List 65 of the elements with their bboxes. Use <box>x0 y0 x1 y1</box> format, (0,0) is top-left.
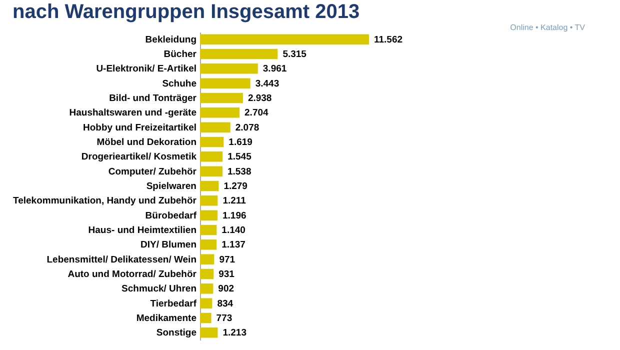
bar <box>200 34 369 44</box>
y-tick-label: Telekommunikation, Handy und Zubehör <box>12 196 197 207</box>
y-tick-label: Computer/ Zubehör <box>108 166 197 178</box>
data-label: 1.137 <box>222 240 246 251</box>
y-tick-label: Hobby und Freizeitartikel <box>83 122 196 134</box>
y-tick-label: Medikamente <box>136 313 196 324</box>
y-tick-label: DIY/ Blumen <box>140 240 197 251</box>
bar <box>200 122 230 132</box>
y-tick-label: Haus- und Heimtextilien <box>88 225 197 236</box>
bar <box>200 136 224 148</box>
y-tick-label: Tierbedarf <box>150 298 198 310</box>
chart-title: nach Warengruppen Insgesamt 2013 <box>12 1 360 23</box>
data-label: 2.938 <box>248 93 272 104</box>
bar <box>200 254 214 264</box>
data-label: 773 <box>216 313 232 324</box>
data-label: 5.315 <box>282 49 308 60</box>
y-tick-label: Spielwaren <box>146 181 197 192</box>
bar <box>200 240 217 250</box>
y-tick-label: Drogerieartikel/ Kosmetik <box>81 152 198 163</box>
data-label: 1.213 <box>222 328 247 339</box>
data-label: 931 <box>218 269 236 280</box>
data-label: 2.704 <box>244 108 270 119</box>
data-label: 971 <box>219 254 236 266</box>
y-tick-label: Bücher <box>164 49 197 60</box>
data-label: 1.140 <box>222 225 246 236</box>
y-tick-label: Bild- und Tonträger <box>109 93 197 104</box>
bar <box>200 312 212 324</box>
bar <box>200 298 212 308</box>
y-tick-label: Haushaltswaren und -geräte <box>69 108 196 119</box>
y-tick-label: Schuhe <box>162 78 196 90</box>
data-label: 1.196 <box>222 210 246 222</box>
data-label: 3.443 <box>255 78 280 90</box>
bar <box>200 224 217 236</box>
y-tick-label: Lebensmittel/ Delikatessen/ Wein <box>46 254 197 266</box>
y-tick-label: Bekleidung <box>145 34 197 46</box>
y-tick-label: Schmuck/ Uhren <box>122 284 197 295</box>
bar <box>200 284 214 294</box>
data-label: 1.619 <box>228 137 252 148</box>
bar <box>200 152 223 162</box>
bar <box>200 64 258 74</box>
y-tick-label: Bürobedarf <box>145 210 198 222</box>
bar <box>200 268 214 280</box>
y-tick-label: Sonstige <box>156 328 196 339</box>
bar <box>200 48 278 60</box>
data-label: 1.545 <box>228 152 252 163</box>
data-label: 11.562 <box>374 34 403 46</box>
bar <box>200 328 218 338</box>
bar <box>200 210 218 220</box>
bar <box>200 92 243 104</box>
text: Online • Katalog • TV <box>510 23 586 32</box>
data-label: 1.279 <box>224 181 248 192</box>
bar <box>200 166 222 176</box>
data-label: 902 <box>218 284 234 295</box>
bar <box>200 180 219 192</box>
y-tick-label: Auto und Motorrad/ Zubehör <box>68 269 197 280</box>
data-label: 3.961 <box>262 64 288 75</box>
y-tick-label: Möbel und Dekoration <box>96 137 197 148</box>
data-label: 1.538 <box>227 166 252 178</box>
data-label: 834 <box>217 298 234 310</box>
bar <box>200 196 218 206</box>
y-tick-label: U-Elektronik/ E-Artikel <box>96 64 196 75</box>
data-label: 2.078 <box>235 122 260 134</box>
data-label: 1.211 <box>222 196 247 207</box>
bar <box>200 78 250 88</box>
bar <box>200 108 240 118</box>
